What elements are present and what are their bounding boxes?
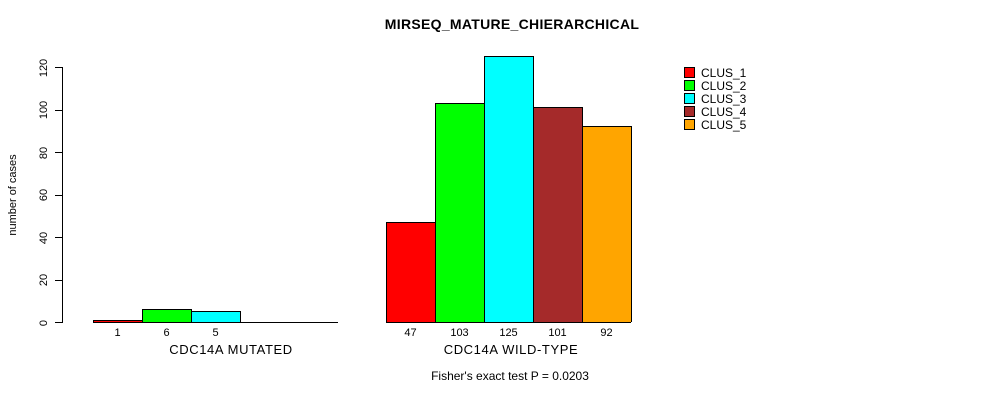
y-tick xyxy=(55,109,62,111)
y-axis-title: number of cases xyxy=(7,154,19,236)
bar-value-label: 5 xyxy=(212,327,219,339)
y-axis-line xyxy=(62,67,63,323)
legend-item-clus_2: CLUS_2 xyxy=(684,78,747,93)
bar-clus_3-group1 xyxy=(191,311,241,322)
legend-item-clus_3: CLUS_3 xyxy=(684,91,747,106)
bar-value-label: 1 xyxy=(114,327,121,339)
legend-label: CLUS_2 xyxy=(701,78,747,93)
bar-clus_4-group2 xyxy=(533,107,583,322)
chart-title: MIRSEQ_MATURE_CHIERARCHICAL xyxy=(384,16,640,32)
bar-clus_1-group1 xyxy=(93,320,143,322)
y-tick-label: 80 xyxy=(38,146,50,159)
y-tick-label: 40 xyxy=(38,231,50,244)
bar-value-label: 125 xyxy=(499,327,518,339)
legend-swatch-icon xyxy=(684,93,695,105)
legend-item-clus_5: CLUS_5 xyxy=(684,117,747,132)
y-tick-label: 100 xyxy=(38,100,50,120)
y-tick-label: 0 xyxy=(38,319,50,326)
legend-label: CLUS_4 xyxy=(701,104,747,119)
group-label: CDC14A MUTATED xyxy=(169,342,293,357)
bar-value-label: 6 xyxy=(163,327,170,339)
y-tick xyxy=(55,152,62,153)
legend-swatch-icon xyxy=(684,80,695,92)
fisher-test-annotation: Fisher's exact test P = 0.0203 xyxy=(431,369,589,383)
bar-value-label: 47 xyxy=(404,327,417,339)
y-tick xyxy=(55,279,62,281)
y-tick-label: 60 xyxy=(38,188,50,202)
bar-value-label: 92 xyxy=(600,327,613,339)
legend-label: CLUS_5 xyxy=(701,117,747,132)
y-tick xyxy=(55,237,62,238)
legend-label: CLUS_3 xyxy=(701,91,747,106)
bar-value-label: 103 xyxy=(450,327,469,339)
legend-label: CLUS_1 xyxy=(701,65,747,80)
y-tick xyxy=(55,194,62,196)
y-tick-label: 120 xyxy=(38,58,50,77)
y-tick-label: 20 xyxy=(38,273,50,287)
bar-clus_5-group2 xyxy=(582,126,632,322)
x-baseline xyxy=(93,322,338,323)
legend-swatch-icon xyxy=(684,106,695,118)
bar-clus_2-group1 xyxy=(142,309,192,322)
bar-clus_3-group2 xyxy=(484,56,534,322)
bar-clus_2-group2 xyxy=(435,103,485,322)
bar-clus_1-group2 xyxy=(386,222,436,322)
x-baseline xyxy=(386,322,631,323)
y-tick xyxy=(55,322,62,323)
legend-item-clus_4: CLUS_4 xyxy=(684,104,747,119)
legend-item-clus_1: CLUS_1 xyxy=(684,65,747,80)
legend-swatch-icon xyxy=(684,119,695,131)
group-label: CDC14A WILD-TYPE xyxy=(443,342,579,357)
y-tick xyxy=(55,67,62,68)
legend-swatch-icon xyxy=(684,67,695,78)
bar-value-label: 101 xyxy=(548,327,567,339)
